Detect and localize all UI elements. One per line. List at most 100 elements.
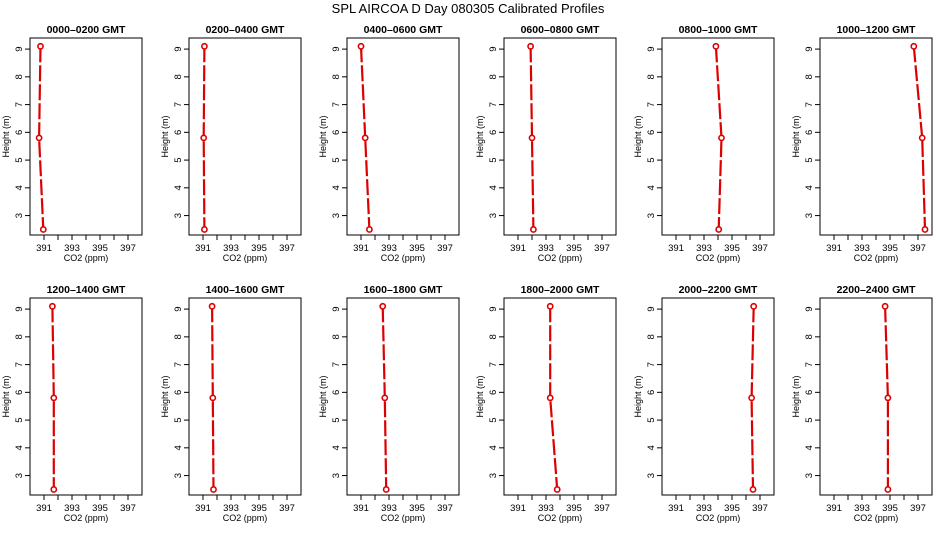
panel-title: 1800–2000 GMT	[521, 284, 600, 296]
y-tick-label: 4	[488, 185, 499, 190]
y-tick-label: 9	[14, 46, 25, 51]
y-tick-label: 7	[173, 102, 184, 107]
x-tick-label: 395	[92, 243, 108, 254]
y-axis-label: Height (m)	[160, 115, 170, 157]
data-point	[200, 226, 208, 233]
x-axis-label: CO2 (ppm)	[64, 513, 109, 523]
data-point	[530, 226, 537, 233]
x-tick-label: 395	[251, 243, 267, 254]
x-axis-label: CO2 (ppm)	[854, 253, 899, 263]
data-point	[365, 226, 373, 233]
y-axis-label: Height (m)	[475, 375, 485, 417]
y-tick-label: 3	[14, 473, 25, 478]
y-tick-label: 8	[646, 74, 657, 79]
panel-title: 1600–1800 GMT	[364, 284, 443, 296]
y-tick-label: 9	[488, 306, 499, 311]
plot-frame	[503, 37, 617, 236]
data-point	[39, 226, 47, 233]
y-tick-label: 3	[488, 213, 499, 218]
data-point	[200, 134, 208, 142]
y-tick-label: 6	[646, 390, 657, 395]
data-point	[528, 134, 536, 142]
x-tick-label: 391	[668, 503, 684, 514]
panel-title: 2000–2200 GMT	[679, 284, 758, 296]
y-tick-label: 9	[804, 306, 815, 311]
x-tick-label: 397	[594, 503, 610, 514]
data-point	[527, 42, 534, 50]
panel-title: 1200–1400 GMT	[47, 284, 126, 296]
plot-frame	[188, 297, 302, 496]
data-point	[209, 394, 217, 402]
panel-6: 1200–1400 GMT 391 393 395 397 CO2 (ppm) 3 4 5 6 7 8…	[1, 284, 143, 523]
y-tick-label: 7	[14, 102, 25, 107]
y-tick-label: 7	[646, 362, 657, 367]
y-tick-label: 7	[14, 362, 25, 367]
x-tick-label: 395	[882, 243, 898, 254]
y-axis-label: Height (m)	[160, 375, 170, 417]
x-tick-label: 395	[566, 503, 582, 514]
data-point	[200, 42, 208, 50]
y-tick-label: 8	[331, 74, 342, 79]
y-tick-label: 6	[804, 390, 815, 395]
y-axis-label: Height (m)	[633, 375, 643, 417]
y-tick-label: 7	[331, 362, 342, 367]
plot-frame	[29, 37, 143, 236]
data-point	[884, 394, 892, 402]
x-tick-label: 393	[64, 243, 80, 254]
x-tick-label: 397	[752, 503, 768, 514]
y-tick-label: 9	[331, 306, 342, 311]
x-tick-label: 393	[538, 503, 554, 514]
x-tick-label: 393	[381, 503, 397, 514]
x-tick-label: 395	[251, 503, 267, 514]
y-tick-label: 6	[488, 130, 499, 135]
x-tick-label: 391	[826, 503, 842, 514]
y-tick-label: 7	[646, 102, 657, 107]
y-tick-label: 4	[488, 445, 499, 450]
y-tick-label: 4	[646, 185, 657, 190]
plot-frame	[346, 297, 460, 496]
x-tick-label: 391	[353, 243, 369, 254]
y-axis-label: Height (m)	[318, 375, 328, 417]
plot-frame	[503, 297, 617, 496]
x-tick-label: 391	[668, 243, 684, 254]
data-point	[553, 486, 561, 493]
x-axis-label: CO2 (ppm)	[64, 253, 109, 263]
y-tick-label: 6	[173, 390, 184, 395]
data-point	[546, 302, 554, 310]
panel-11: 2200–2400 GMT 391 393 395 397 CO2 (ppm) 3 4 5 6 7 8…	[791, 284, 933, 523]
y-tick-label: 8	[488, 334, 499, 339]
x-axis-label: CO2 (ppm)	[538, 253, 583, 263]
y-tick-label: 3	[804, 473, 815, 478]
panel-3: 0600–0800 GMT 391 393 395 397 CO2 (ppm) 3 4 5 6 7 8…	[475, 24, 617, 263]
plot-frame	[661, 297, 775, 496]
data-point	[379, 302, 387, 310]
panel-title: 0800–1000 GMT	[679, 24, 758, 36]
y-tick-label: 5	[14, 157, 25, 162]
x-tick-label: 393	[381, 243, 397, 254]
x-tick-label: 395	[92, 503, 108, 514]
x-tick-label: 397	[910, 503, 926, 514]
y-tick-label: 4	[14, 445, 25, 450]
y-tick-label: 6	[173, 130, 184, 135]
y-tick-label: 7	[804, 102, 815, 107]
panel-title: 1000–1200 GMT	[837, 24, 916, 36]
x-tick-label: 395	[724, 503, 740, 514]
y-axis-label: Height (m)	[318, 115, 328, 157]
y-tick-label: 7	[173, 362, 184, 367]
x-tick-label: 393	[223, 243, 239, 254]
y-tick-label: 8	[804, 334, 815, 339]
y-tick-label: 5	[173, 157, 184, 162]
y-tick-label: 5	[331, 157, 342, 162]
x-tick-label: 397	[437, 243, 453, 254]
x-tick-label: 393	[64, 503, 80, 514]
data-point	[50, 394, 58, 402]
plot-frame	[29, 297, 143, 496]
y-axis-label: Height (m)	[475, 115, 485, 157]
data-point	[35, 134, 43, 142]
panel-9: 1800–2000 GMT 391 393 395 397 CO2 (ppm) 3 4 5 6 7 8…	[475, 284, 617, 523]
y-tick-label: 5	[14, 417, 25, 422]
y-tick-label: 7	[804, 362, 815, 367]
x-axis-label: CO2 (ppm)	[381, 253, 426, 263]
y-tick-label: 4	[646, 445, 657, 450]
x-axis-label: CO2 (ppm)	[696, 253, 741, 263]
